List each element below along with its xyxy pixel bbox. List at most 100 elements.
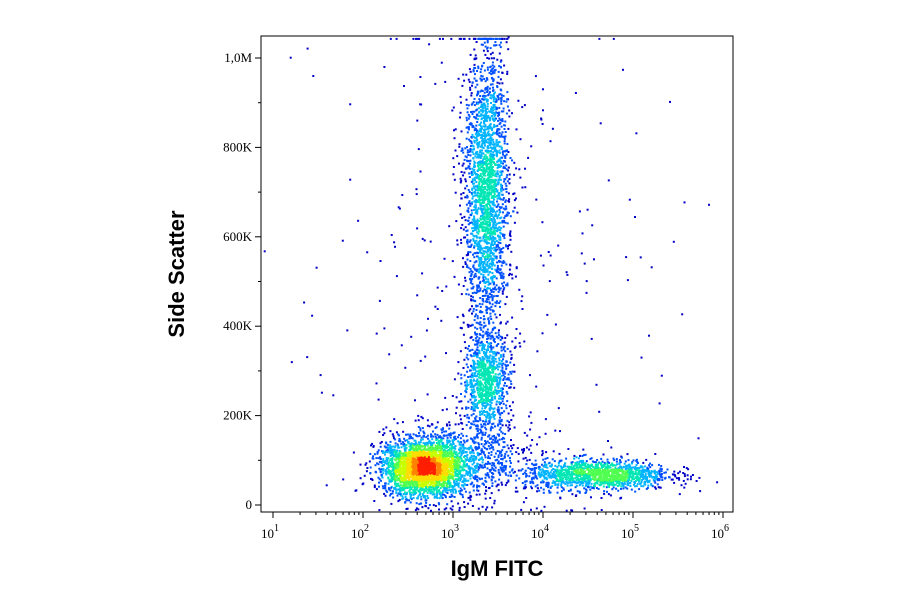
event-dot — [461, 149, 464, 151]
event-dot — [493, 228, 496, 231]
event-dot — [449, 468, 452, 471]
event-dot — [483, 363, 486, 365]
event-dot — [440, 484, 443, 486]
event-dot — [416, 497, 419, 500]
event-dot — [443, 508, 446, 511]
event-dot — [399, 467, 402, 470]
event-dot — [405, 483, 408, 486]
event-dot — [450, 460, 453, 463]
event-dot — [494, 375, 497, 378]
event-dot — [500, 462, 502, 464]
event-dot — [418, 432, 420, 435]
event-dot — [442, 437, 445, 440]
event-dot — [404, 465, 407, 468]
event-dot — [486, 102, 489, 105]
event-dot — [489, 462, 492, 465]
event-dot — [473, 436, 476, 439]
event-dot — [507, 426, 510, 429]
event-dot — [454, 447, 456, 450]
event-dot — [477, 255, 480, 258]
event-dot — [438, 492, 441, 495]
event-dot — [467, 406, 470, 409]
event-dot — [407, 442, 410, 445]
event-dot — [446, 485, 449, 488]
event-dot — [424, 497, 427, 500]
event-dot — [483, 348, 486, 351]
event-dot — [455, 480, 458, 483]
event-dot — [406, 481, 409, 484]
event-dot — [420, 436, 423, 439]
event-dot — [403, 487, 406, 490]
event-dot — [476, 433, 479, 436]
event-dot — [484, 433, 487, 436]
event-dot — [460, 447, 463, 450]
event-dot — [401, 484, 404, 487]
event-dot — [527, 467, 530, 470]
event-dot — [382, 450, 385, 453]
event-dot — [461, 449, 464, 452]
event-dot — [493, 469, 496, 472]
event-dot — [432, 441, 435, 444]
event-dot — [501, 366, 504, 369]
event-dot — [455, 482, 458, 485]
event-dot — [452, 473, 454, 476]
event-dot — [427, 437, 429, 440]
event-dot — [469, 386, 472, 388]
event-dot — [478, 458, 481, 461]
event-dot — [448, 459, 451, 462]
event-dot — [482, 395, 485, 398]
event-dot — [487, 392, 490, 395]
event-dot — [496, 364, 499, 367]
event-dot — [459, 470, 462, 473]
event-dot — [460, 450, 463, 453]
event-dot — [499, 377, 502, 380]
event-dot — [438, 443, 441, 446]
event-dot — [529, 444, 532, 447]
event-dot — [412, 475, 415, 478]
event-dot — [447, 478, 450, 481]
event-dot — [445, 434, 448, 437]
event-dot — [465, 406, 468, 409]
event-dot — [491, 251, 494, 254]
event-dot — [504, 382, 506, 385]
event-dot — [462, 485, 465, 488]
event-dot — [478, 416, 481, 419]
event-dot — [476, 480, 479, 483]
event-dot — [476, 129, 479, 132]
event-dot — [434, 479, 437, 482]
event-dot — [476, 404, 479, 407]
event-dot — [506, 400, 509, 403]
event-dot — [505, 164, 508, 167]
event-dot — [478, 361, 481, 364]
event-dot — [375, 488, 378, 491]
event-dot — [441, 455, 444, 458]
event-dot — [483, 344, 486, 347]
event-dot — [399, 493, 401, 495]
event-dot — [386, 467, 389, 470]
event-dot — [461, 84, 464, 87]
event-dot — [487, 366, 490, 369]
event-dot — [424, 442, 427, 445]
event-dot — [480, 113, 483, 116]
event-dot — [498, 401, 501, 403]
event-dot — [433, 469, 436, 472]
event-dot — [494, 373, 497, 376]
event-dot — [397, 453, 400, 456]
event-dot — [439, 475, 442, 478]
event-dot — [469, 398, 472, 401]
event-dot — [456, 465, 459, 468]
event-dot — [480, 118, 483, 121]
event-dot — [401, 452, 404, 455]
event-dot — [402, 465, 405, 468]
event-dot — [442, 480, 445, 483]
event-dot — [465, 379, 468, 382]
event-dot — [480, 464, 483, 467]
event-dot — [419, 502, 422, 505]
event-dot — [498, 412, 501, 415]
event-dot — [481, 505, 484, 508]
event-dot — [452, 453, 455, 456]
event-dot — [465, 470, 468, 473]
event-dot — [478, 452, 481, 455]
event-dot — [418, 475, 421, 478]
event-dot — [473, 267, 476, 270]
